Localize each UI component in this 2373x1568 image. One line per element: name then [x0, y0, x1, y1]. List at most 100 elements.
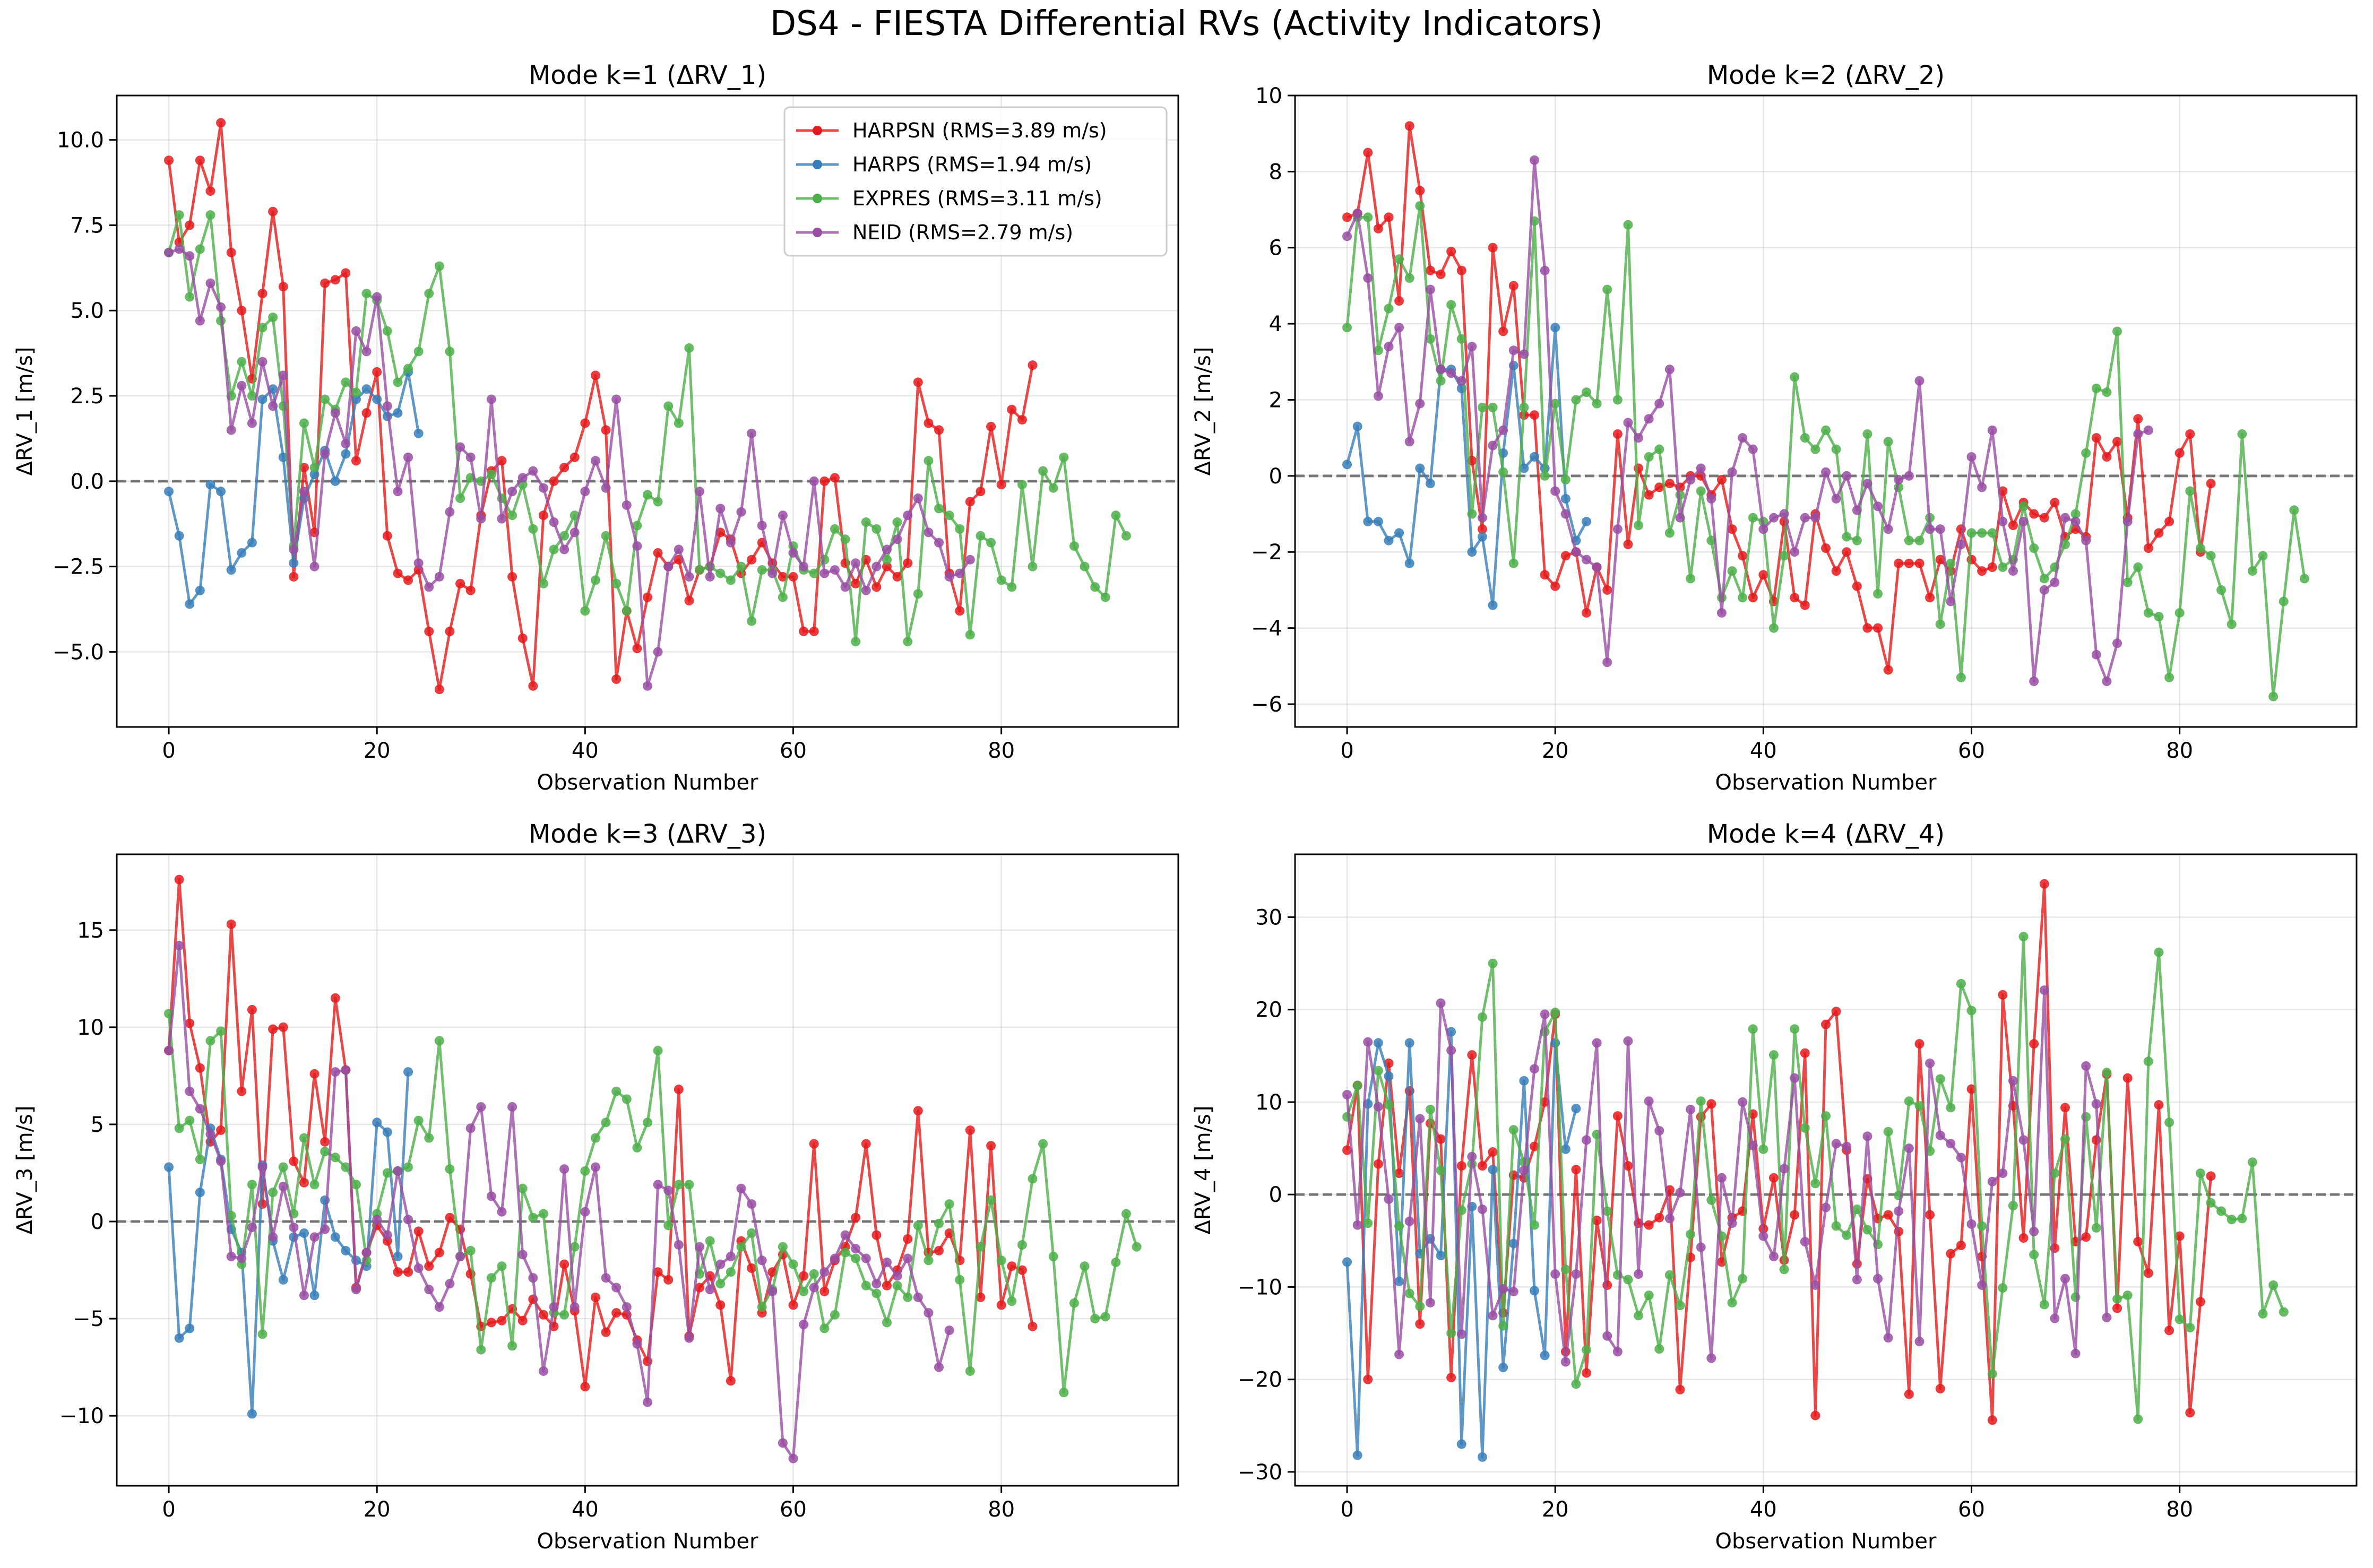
- data-point-expres: [1696, 1096, 1706, 1106]
- data-point-expres: [2102, 387, 2112, 397]
- data-point-harpsn: [934, 425, 944, 435]
- data-point-expres: [2039, 1300, 2049, 1310]
- data-point-harps: [1425, 479, 1435, 489]
- data-point-harps: [330, 1232, 340, 1242]
- data-point-expres: [569, 1242, 580, 1252]
- data-point-harps: [330, 476, 340, 486]
- data-point-expres: [1017, 1240, 1027, 1250]
- data-point-expres: [1987, 528, 1997, 538]
- legend-marker-harps: [813, 160, 822, 169]
- data-point-harpsn: [226, 247, 236, 257]
- data-point-harpsn: [1363, 1374, 1373, 1384]
- data-point-neid: [393, 487, 403, 497]
- data-point-expres: [715, 568, 726, 578]
- data-point-harpsn: [424, 1261, 434, 1271]
- data-point-neid: [2122, 516, 2133, 526]
- data-point-harpsn: [549, 476, 559, 486]
- data-point-neid: [892, 534, 902, 544]
- data-point-neid: [434, 571, 444, 582]
- data-point-harpsn: [247, 1004, 257, 1015]
- data-point-harpsn: [237, 1086, 247, 1096]
- y-tick-label: 10: [1255, 1090, 1282, 1115]
- data-point-neid: [736, 507, 746, 517]
- data-point-neid: [1582, 1135, 1592, 1145]
- data-point-harpsn: [528, 681, 538, 691]
- data-point-harpsn: [913, 1106, 923, 1116]
- x-axis-label: Observation Number: [537, 770, 759, 795]
- data-point-expres: [237, 357, 247, 367]
- data-point-neid: [684, 1333, 694, 1343]
- data-point-neid: [736, 1183, 746, 1193]
- data-point-neid: [1696, 463, 1706, 473]
- data-point-harpsn: [1498, 326, 1508, 336]
- data-point-neid: [559, 544, 569, 555]
- data-point-neid: [861, 585, 871, 595]
- y-tick-label: 0: [91, 1210, 104, 1234]
- data-point-harpsn: [996, 1300, 1006, 1310]
- data-point-harpsn: [309, 1069, 320, 1079]
- data-point-harpsn: [278, 1022, 288, 1032]
- series-line-neid: [1345, 989, 2108, 1363]
- data-point-expres: [1852, 535, 1862, 545]
- data-point-harpsn: [1675, 1384, 1685, 1394]
- data-point-neid: [528, 466, 538, 476]
- data-point-expres: [1758, 1144, 1768, 1154]
- data-point-neid: [788, 548, 798, 558]
- data-point-expres: [1436, 1165, 1446, 1175]
- data-point-expres: [643, 490, 652, 500]
- data-point-expres: [892, 517, 902, 527]
- data-point-harpsn: [1654, 1212, 1664, 1223]
- data-point-harpsn: [726, 1376, 736, 1386]
- legend-marker-harpsn: [813, 126, 822, 135]
- data-point-expres: [736, 1242, 746, 1252]
- x-tick-label: 20: [1542, 739, 1569, 763]
- data-point-expres: [1560, 1264, 1571, 1275]
- data-point-harpsn: [2154, 528, 2164, 538]
- data-point-harpsn: [393, 1267, 403, 1277]
- data-point-harpsn: [1363, 148, 1373, 158]
- data-point-expres: [2050, 1168, 2060, 1179]
- data-point-harpsn: [268, 1024, 278, 1034]
- data-point-neid: [1363, 1037, 1373, 1047]
- data-point-expres: [268, 1188, 278, 1198]
- data-point-expres: [1612, 395, 1623, 405]
- data-point-expres: [445, 346, 455, 357]
- data-point-expres: [1686, 1229, 1696, 1240]
- data-point-expres: [1946, 1103, 1956, 1113]
- data-point-harpsn: [924, 418, 934, 428]
- data-point-harpsn: [2112, 437, 2122, 447]
- data-point-harpsn: [2091, 433, 2101, 443]
- data-point-neid: [767, 568, 778, 578]
- data-point-expres: [528, 1212, 538, 1223]
- data-point-expres: [861, 517, 871, 527]
- data-point-harps: [1352, 1450, 1362, 1460]
- data-point-neid: [1456, 376, 1466, 386]
- data-point-expres: [1100, 1312, 1110, 1322]
- series-neid: [1342, 985, 2112, 1367]
- data-point-neid: [1748, 444, 1758, 454]
- data-point-harps: [1571, 1104, 1581, 1114]
- data-point-expres: [1966, 1006, 1977, 1016]
- data-point-harpsn: [788, 571, 798, 582]
- data-point-expres: [476, 1345, 486, 1355]
- data-point-neid: [1342, 231, 1352, 241]
- y-tick-label: 5.0: [70, 299, 104, 323]
- data-point-neid: [1873, 1274, 1883, 1284]
- y-tick-label: 30: [1255, 905, 1282, 930]
- data-point-harpsn: [1883, 665, 1893, 675]
- data-point-expres: [2174, 1314, 2185, 1324]
- data-point-neid: [705, 571, 715, 582]
- x-axis-label: Observation Number: [1715, 770, 1937, 795]
- data-point-expres: [1100, 592, 1110, 602]
- data-point-harpsn: [1582, 608, 1592, 618]
- data-point-neid: [226, 425, 236, 435]
- data-point-harpsn: [1914, 1039, 1925, 1049]
- y-tick-label: 15: [77, 919, 104, 943]
- data-point-neid: [663, 1185, 674, 1196]
- data-point-neid: [622, 1302, 632, 1312]
- data-point-harpsn: [1342, 212, 1352, 222]
- data-point-expres: [195, 244, 205, 254]
- data-point-harpsn: [1987, 562, 1997, 572]
- data-point-harpsn: [216, 118, 226, 128]
